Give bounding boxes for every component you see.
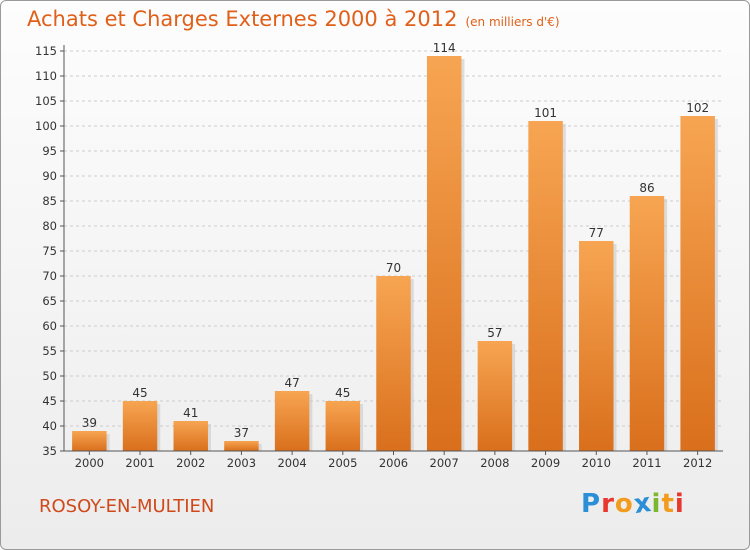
logo-letter: o	[614, 489, 634, 519]
logo-letter: P	[581, 489, 602, 519]
data-label: 77	[589, 226, 604, 240]
x-tick-label: 2000	[75, 456, 104, 470]
x-tick-label: 2002	[176, 456, 205, 470]
y-tick-label: 115	[35, 44, 57, 58]
bar	[274, 391, 310, 451]
x-tick-label: 2003	[227, 456, 256, 470]
y-tick-label: 35	[42, 444, 57, 458]
bar	[629, 196, 665, 451]
chart-title-text: Achats et Charges Externes 2000 à 2012	[27, 7, 458, 31]
data-label: 39	[82, 416, 97, 430]
chart-unit: (en milliers d'€)	[465, 15, 560, 29]
data-label: 37	[234, 426, 249, 440]
data-label: 70	[386, 261, 401, 275]
proxiti-logo[interactable]: Proxiti	[581, 487, 685, 521]
bar	[528, 121, 563, 451]
bar	[72, 431, 107, 451]
bar	[325, 401, 361, 451]
data-label: 47	[284, 376, 299, 390]
x-tick-label: 2008	[480, 456, 509, 470]
x-tick-label: 2011	[632, 456, 661, 470]
y-tick-label: 55	[42, 344, 57, 358]
data-label: 114	[433, 41, 456, 55]
y-tick-label: 110	[35, 69, 57, 83]
y-tick-label: 100	[35, 119, 57, 133]
y-tick-label: 80	[42, 219, 57, 233]
data-label: 102	[686, 101, 709, 115]
y-tick-label: 60	[42, 319, 57, 333]
chart-title: Achats et Charges Externes 2000 à 2012 (e…	[27, 7, 560, 31]
y-tick-label: 65	[42, 294, 57, 308]
data-label: 101	[534, 106, 557, 120]
logo-letter: x	[631, 487, 654, 521]
y-tick-label: 40	[42, 419, 57, 433]
location-name: ROSOY-EN-MULTIEN	[39, 496, 215, 517]
bar	[122, 401, 158, 451]
logo-letter: i	[674, 489, 685, 519]
bar	[680, 116, 715, 451]
x-tick-label: 2005	[328, 456, 357, 470]
data-label: 45	[335, 386, 350, 400]
y-tick-label: 90	[42, 169, 57, 183]
x-tick-label: 2007	[430, 456, 459, 470]
axes	[60, 45, 723, 455]
bar	[224, 441, 259, 451]
bar	[376, 276, 411, 451]
data-label: 41	[183, 406, 198, 420]
bars	[72, 56, 718, 451]
bar	[579, 241, 614, 451]
y-tick-label: 105	[35, 94, 57, 108]
y-tick-label: 75	[42, 244, 57, 258]
data-label: 86	[639, 181, 654, 195]
x-tick-label: 2010	[582, 456, 611, 470]
logo-letter: i	[651, 489, 662, 519]
x-tick-label: 2004	[277, 456, 306, 470]
x-tick-label: 2012	[683, 456, 712, 470]
bar	[173, 421, 208, 451]
labels: 35 40 45 50 55 60 65 70 75 80 85 90 95 100 105 110 115 39…	[35, 41, 712, 470]
bar	[426, 56, 462, 451]
grid-lines	[64, 50, 723, 427]
y-tick-label: 70	[42, 269, 57, 283]
y-tick-label: 45	[42, 394, 57, 408]
x-tick-label: 2006	[379, 456, 408, 470]
y-tick-label: 50	[42, 369, 57, 383]
logo-letter: t	[661, 489, 675, 519]
y-tick-label: 85	[42, 194, 57, 208]
x-tick-label: 2001	[125, 456, 154, 470]
bar	[477, 341, 513, 451]
logo-letter: r	[601, 489, 615, 519]
x-tick-label: 2009	[531, 456, 560, 470]
data-label: 57	[487, 326, 502, 340]
data-label: 45	[132, 386, 147, 400]
y-tick-label: 95	[42, 144, 57, 158]
